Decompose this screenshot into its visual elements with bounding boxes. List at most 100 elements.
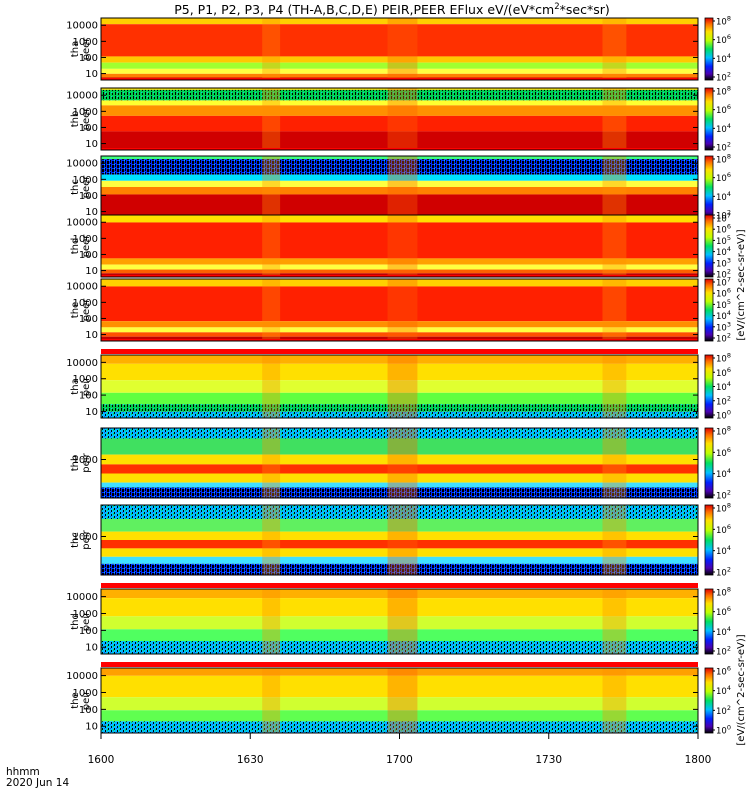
panel-species: peer [81,175,92,199]
y-tick-label: 10 [85,643,98,654]
panel-frame [100,17,699,81]
panel-probe: thd [70,613,81,630]
colorbar-tick-label: 108 [716,502,731,515]
event-streak [262,215,281,277]
event-streak [387,505,418,575]
y-tick-label: 100 [79,626,98,637]
y-tick-label: 100 [79,705,98,716]
panel-ylabel: thbpeer [70,107,92,131]
figure-title: P5, P1, P2, P3, P4 (TH-A,B,C,D,E) PEIR,P… [174,2,610,17]
y-tick-label: 10000 [66,671,98,682]
spectrogram-image [101,428,698,498]
panel-species: peir [81,452,92,472]
y-tick-label: 10000 [66,159,98,170]
spectrogram-image [101,88,698,150]
event-streak [262,668,281,733]
colorbar-unit-labels: [eV/(cm^2-sec-sr-eV)] [eV/(cm^2-sec-sr-e… [736,229,747,745]
panel-probe: thb [70,111,81,128]
colorbar-tick-label: 102 [716,704,731,717]
event-streak [262,18,281,80]
colorbar: 108 106 104 102 [704,586,731,658]
event-streak [387,18,418,80]
panel-probe: thd [70,238,81,255]
fill-stripe [101,662,698,667]
y-tick-label: 10000 [66,358,98,369]
panel-frame [100,214,699,278]
event-streak [262,355,281,418]
colorbar-tick-label: 102 [716,489,731,502]
event-streak [262,428,281,498]
y-tick-label: 10 [85,330,98,341]
colorbar-tick-label: 103 [716,256,731,269]
colorbar-tick-label: 103 [716,320,731,333]
event-streak [602,279,627,341]
spectrogram-image [101,355,698,418]
panel-ylabel: thepeir [70,690,92,710]
colorbar-tick-label: 106 [716,523,731,536]
x-tick-label: 1700 [386,754,413,766]
event-streak [262,589,281,654]
panel-ylabel: thepeer [70,298,92,322]
colorbar-tick-label: 106 [716,287,731,300]
colorbar-tick-label: 102 [716,141,731,154]
y-tick-label: 1000 [73,298,98,309]
event-streak [602,18,627,80]
y-tick-label: 100 [79,391,98,402]
colorbar-tick-label: 106 [716,605,731,618]
event-streak [387,88,418,150]
panel-probe: the [70,692,81,708]
panel-species: peer [81,298,92,322]
panel-probe: the [70,302,81,318]
panel-ylabel: thapeer [70,37,92,61]
panel-probe: tha [70,41,81,57]
y-tick-label: 100 [79,250,98,261]
event-streak [602,88,627,150]
colorbar-tick-label: 102 [716,268,731,281]
panel-ylabel: thdpeer [70,234,92,258]
panel-ylabel: thapeir [70,376,92,396]
panel-frame [100,87,699,151]
event-streak [602,215,627,277]
colorbar-tick-label: 100 [716,409,731,422]
colorbar-tick-label: 108 [716,85,731,98]
y-tick-label: 1000 [73,107,98,118]
panel-probe: thc [70,532,81,548]
colorbar-tick-label: 106 [716,223,731,236]
spectrogram-image [101,279,698,341]
colorbar-tick-label: 104 [716,625,731,638]
panel-ylabel: thcpeer [70,175,92,199]
colorbar-tick-label: 107 [716,276,731,289]
colorbar-tick-label: 106 [716,33,731,46]
colorbar-scale [704,214,714,278]
spectrogram-image [101,156,698,218]
colorbar-scale [704,278,714,342]
colorbar-scale [704,667,714,734]
colorbar-scale [704,504,714,576]
panel-ylabel: thdpeir [70,611,92,631]
colorbar: 108 106 104 102 [704,85,731,154]
spectrogram-image [101,215,698,277]
y-tick-label: 10000 [66,218,98,229]
fill-stripe [101,275,698,277]
colorbar-tick-label: 100 [716,724,731,737]
colorbar-scale [704,87,714,151]
colorbar-tick-label: 104 [716,122,731,135]
colorbar-tick-label: 102 [716,209,731,222]
colorbar-scale [704,588,714,655]
colorbar-tick-label: 104 [716,380,731,393]
spectrogram-image [101,589,698,654]
panel-thc-peer: thcpeer 10000 1000 100 10 108 106 104 102 [66,153,731,222]
panel-species: peir [81,376,92,396]
colorbar-scale [704,155,714,219]
panel-probe: thc [70,179,81,195]
colorbar-tick-label: 108 [716,15,731,28]
event-streak [262,505,281,575]
